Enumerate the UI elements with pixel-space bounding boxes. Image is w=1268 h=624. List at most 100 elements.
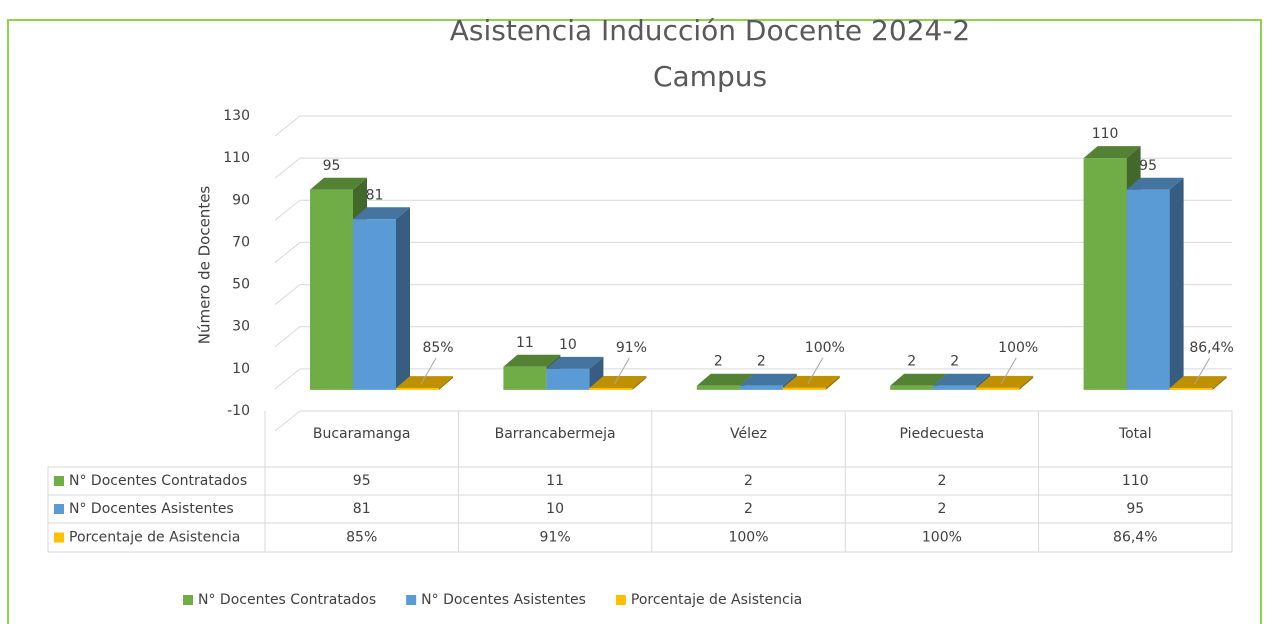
bar-front bbox=[353, 219, 396, 390]
x-tick-label: Piedecuesta bbox=[900, 426, 985, 442]
table-cell: 11 bbox=[546, 473, 564, 489]
bar-front bbox=[589, 388, 633, 390]
data-label: 110 bbox=[1092, 126, 1119, 142]
bar-side bbox=[632, 376, 647, 390]
leader-line bbox=[1194, 357, 1211, 385]
bar-top bbox=[1083, 146, 1141, 159]
bar-side bbox=[1169, 177, 1184, 390]
x-tick-label: Barrancabermeja bbox=[495, 426, 616, 442]
bar-top bbox=[396, 376, 453, 389]
data-label: 86,4% bbox=[1189, 340, 1233, 356]
bar bbox=[782, 375, 840, 390]
table-cell: 2 bbox=[937, 473, 946, 489]
bar-top bbox=[503, 354, 561, 367]
leader-line bbox=[1000, 357, 1017, 385]
bar-top bbox=[1169, 376, 1227, 389]
x-tick-label: Vélez bbox=[730, 426, 767, 442]
bar-front bbox=[739, 385, 783, 390]
y-axis-label: Número de Docentes bbox=[196, 186, 214, 345]
table-cell: 100% bbox=[728, 530, 768, 546]
data-label: 11 bbox=[516, 335, 534, 351]
bar-front bbox=[1126, 189, 1170, 390]
bar-side bbox=[396, 207, 410, 390]
grid-line bbox=[274, 410, 1232, 432]
grid-line bbox=[274, 199, 1232, 221]
data-label: 81 bbox=[366, 187, 384, 203]
y-tick-label: 90 bbox=[232, 192, 250, 208]
bar-side bbox=[825, 375, 840, 390]
bar bbox=[353, 207, 410, 390]
bar-top bbox=[1126, 177, 1184, 190]
bar-top bbox=[890, 373, 948, 386]
y-tick-label: 130 bbox=[223, 108, 250, 124]
y-tick-label: 70 bbox=[232, 234, 250, 250]
x-tick-label: Total bbox=[1118, 426, 1152, 442]
grid-line bbox=[274, 326, 1232, 348]
bar-top bbox=[310, 177, 367, 190]
table-cell: 91% bbox=[540, 530, 571, 546]
x-tick-label: Bucaramanga bbox=[313, 426, 411, 442]
bar bbox=[546, 356, 604, 390]
leader-line bbox=[613, 357, 630, 385]
table-cell: 110 bbox=[1122, 473, 1149, 489]
data-label: 2 bbox=[907, 354, 916, 370]
legend-swatch bbox=[183, 595, 193, 605]
bar-side bbox=[1019, 375, 1034, 390]
legend-swatch bbox=[615, 595, 626, 605]
bar-top bbox=[353, 207, 410, 220]
bar-front bbox=[782, 387, 826, 390]
chart-subtitle: Campus bbox=[653, 60, 767, 93]
y-tick-label: 10 bbox=[232, 361, 250, 377]
bar-top bbox=[933, 373, 991, 386]
bar bbox=[589, 376, 647, 390]
bar-top bbox=[976, 375, 1034, 388]
chart-title: Asistencia Inducción Docente 2024-2 bbox=[450, 14, 971, 47]
bar bbox=[976, 375, 1034, 390]
table-cell: 81 bbox=[353, 501, 371, 517]
legend-label: N° Docentes Asistentes bbox=[421, 592, 586, 608]
data-label: 95 bbox=[1139, 158, 1157, 174]
bar-top bbox=[546, 356, 604, 369]
leader-line bbox=[420, 357, 437, 385]
table-cell: 2 bbox=[744, 473, 753, 489]
data-label: 10 bbox=[559, 337, 577, 353]
bar bbox=[396, 376, 453, 390]
bar-front bbox=[976, 387, 1020, 390]
table-cell: 95 bbox=[353, 473, 371, 489]
bar-top bbox=[782, 375, 840, 388]
bar-front bbox=[546, 368, 590, 390]
data-label: 85% bbox=[422, 340, 453, 356]
grid-line bbox=[274, 241, 1232, 263]
data-label: 2 bbox=[757, 354, 766, 370]
table-row-label: N° Docentes Contratados bbox=[69, 473, 247, 489]
bar-front bbox=[1083, 158, 1127, 390]
y-tick-label: 110 bbox=[223, 150, 250, 166]
data-label: 100% bbox=[998, 340, 1038, 356]
legend-swatch bbox=[406, 595, 417, 605]
bar-top bbox=[696, 373, 754, 386]
data-label: 100% bbox=[805, 340, 845, 356]
bar-front bbox=[310, 189, 353, 390]
table-cell: 2 bbox=[937, 501, 946, 517]
table-cell: 2 bbox=[744, 501, 753, 517]
grid-line bbox=[274, 284, 1232, 305]
table-cell: 86,4% bbox=[1113, 530, 1157, 546]
bar-front bbox=[396, 388, 439, 390]
data-label: 95 bbox=[323, 158, 341, 174]
table-key bbox=[54, 532, 64, 543]
bar-top bbox=[589, 376, 647, 389]
table-row-label: Porcentaje de Asistencia bbox=[69, 530, 240, 546]
grid-line bbox=[274, 115, 1232, 137]
table-row-label: N° Docentes Asistentes bbox=[69, 501, 234, 517]
bar-side bbox=[1212, 376, 1227, 390]
table-lines bbox=[47, 411, 1233, 553]
bar bbox=[739, 373, 797, 390]
bar bbox=[1126, 177, 1184, 390]
grid-line bbox=[274, 157, 1232, 179]
bar-front bbox=[1169, 388, 1213, 390]
bar bbox=[1169, 376, 1227, 390]
legend-label: N° Docentes Contratados bbox=[198, 592, 376, 608]
table-cell: 100% bbox=[922, 530, 962, 546]
bar-front bbox=[503, 366, 547, 390]
